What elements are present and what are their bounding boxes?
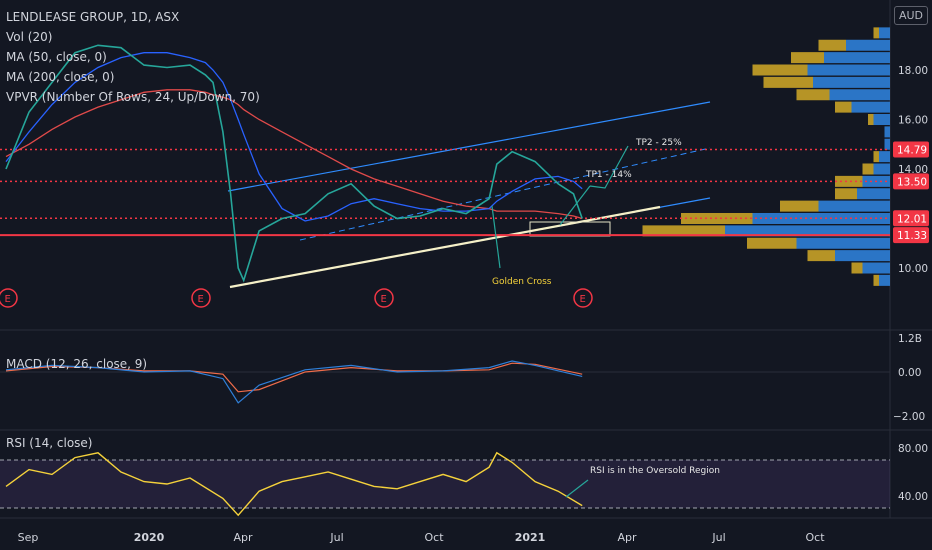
golden-cross-label: Golden Cross	[492, 277, 552, 287]
vpvr-down-bar	[873, 151, 879, 163]
vpvr-up-bar	[846, 39, 890, 51]
vpvr-down-bar	[642, 225, 725, 237]
vpvr-down-bar	[835, 175, 863, 187]
macd-axis-tick: 0.00	[898, 367, 921, 379]
vpvr-down-bar	[796, 89, 830, 101]
earnings-marker	[0, 288, 18, 308]
vpvr-up-bar	[829, 89, 890, 101]
vpvr-up-bar	[873, 114, 890, 125]
earnings-marker-label: E	[5, 294, 11, 305]
vpvr-up-bar	[879, 274, 890, 286]
channel-mid-line	[299, 147, 711, 241]
chart-legend: LENDLEASE GROUP, 1D, ASX Vol (20) MA (50…	[6, 7, 260, 107]
time-axis-label: 2021	[515, 531, 546, 544]
time-axis-label: Apr	[617, 531, 637, 544]
vpvr-up-bar	[879, 151, 890, 163]
vpvr-up-bar	[862, 262, 890, 274]
vpvr-down-bar	[807, 250, 835, 262]
price-axis-tick: 16.00	[898, 115, 928, 127]
rsi-line	[5, 451, 583, 517]
channel-upper-line	[227, 101, 711, 192]
indicator-vpvr[interactable]: VPVR (Number Of Rows, 24, Up/Down, 70)	[6, 90, 260, 104]
ma50-line	[5, 52, 583, 222]
vpvr-down-bar	[747, 237, 797, 249]
price-axis-tick: 14.00	[898, 164, 928, 176]
vpvr-up-bar	[884, 138, 890, 150]
currency-label[interactable]: AUD	[893, 6, 928, 25]
price-level-badge-label: 13.50	[897, 176, 927, 188]
vpvr-down-bar	[791, 52, 824, 64]
tp1-label: TP1 - 14%	[585, 170, 632, 180]
price-level-badge	[893, 227, 929, 244]
vpvr-down-bar	[818, 39, 846, 51]
earnings-marker-label: E	[198, 294, 204, 305]
vpvr-down-bar	[851, 262, 863, 274]
ma200-line	[5, 89, 583, 220]
earnings-marker	[374, 288, 394, 308]
earnings-marker-label: E	[381, 294, 387, 305]
vpvr-up-bar	[824, 52, 890, 64]
rsi-axis-tick: 40.00	[898, 491, 928, 503]
vpvr-down-bar	[835, 101, 852, 113]
vpvr-down-bar	[862, 163, 874, 175]
macd-title[interactable]: MACD (12, 26, close, 9)	[6, 357, 148, 371]
time-axis-label: Jul	[329, 531, 343, 544]
price-level-badge-label: 11.33	[897, 230, 927, 242]
vpvr-down-bar	[752, 64, 808, 76]
price-level-badge	[893, 173, 929, 190]
vpvr-up-bar	[818, 200, 890, 212]
tp2-label: TP2 - 25%	[635, 138, 682, 148]
rsi-axis-tick: 80.00	[898, 443, 928, 455]
price-level-badge	[893, 141, 929, 158]
time-axis-label: Oct	[424, 531, 444, 544]
vpvr-up-bar	[813, 76, 890, 88]
price-level-badge-label: 12.01	[897, 213, 927, 225]
time-axis-label: Apr	[233, 531, 253, 544]
vpvr-down-bar	[763, 76, 813, 88]
vpvr-down-bar	[873, 27, 879, 39]
arrow-to-tp2	[589, 145, 629, 189]
price-level-badge-label: 14.79	[897, 144, 927, 156]
vpvr-up-bar	[796, 237, 890, 249]
vpvr-down-bar	[868, 114, 874, 125]
vpvr-up-bar	[807, 64, 890, 76]
vpvr-down-bar	[835, 188, 857, 200]
rsi-title[interactable]: RSI (14, close)	[6, 436, 93, 450]
rsi-note-label: RSI is in the Oversold Region	[590, 466, 720, 476]
earnings-marker	[191, 288, 211, 308]
time-axis-label: 2020	[134, 531, 165, 544]
vpvr-down-bar	[873, 274, 879, 286]
vpvr-up-bar	[879, 27, 890, 39]
support-trendline	[229, 205, 661, 289]
indicator-ma50[interactable]: MA (50, close, 0)	[6, 50, 107, 64]
indicator-volume[interactable]: Vol (20)	[6, 30, 53, 44]
macd-line	[5, 360, 583, 404]
vpvr-up-bar	[873, 163, 890, 175]
price-line	[5, 44, 583, 283]
arrow-to-tp1	[559, 185, 591, 226]
rsi-band	[0, 460, 890, 508]
rsi-note-pointer	[565, 479, 589, 498]
indicator-ma200[interactable]: MA (200, close, 0)	[6, 70, 115, 84]
macd-axis-tick: −2.00	[893, 411, 925, 423]
vpvr-down-bar	[780, 200, 819, 212]
time-axis-label: Jul	[711, 531, 725, 544]
vpvr-up-bar	[857, 188, 890, 200]
vpvr-up-bar	[725, 225, 890, 237]
time-axis-label: Sep	[18, 531, 39, 544]
vpvr-up-bar	[851, 101, 890, 113]
macd-axis-tick: 1.2B	[898, 333, 922, 345]
symbol-title[interactable]: LENDLEASE GROUP, 1D, ASX	[6, 10, 180, 24]
time-axis-label: Oct	[805, 531, 825, 544]
price-level-badge	[893, 210, 929, 227]
golden-cross-pointer	[491, 205, 501, 269]
vpvr-up-bar	[884, 126, 890, 138]
price-axis-tick: 18.00	[898, 65, 928, 77]
earnings-marker	[573, 288, 593, 308]
earnings-marker-label: E	[580, 294, 586, 305]
price-axis-tick: 10.00	[898, 263, 928, 275]
vpvr-up-bar	[835, 250, 890, 262]
